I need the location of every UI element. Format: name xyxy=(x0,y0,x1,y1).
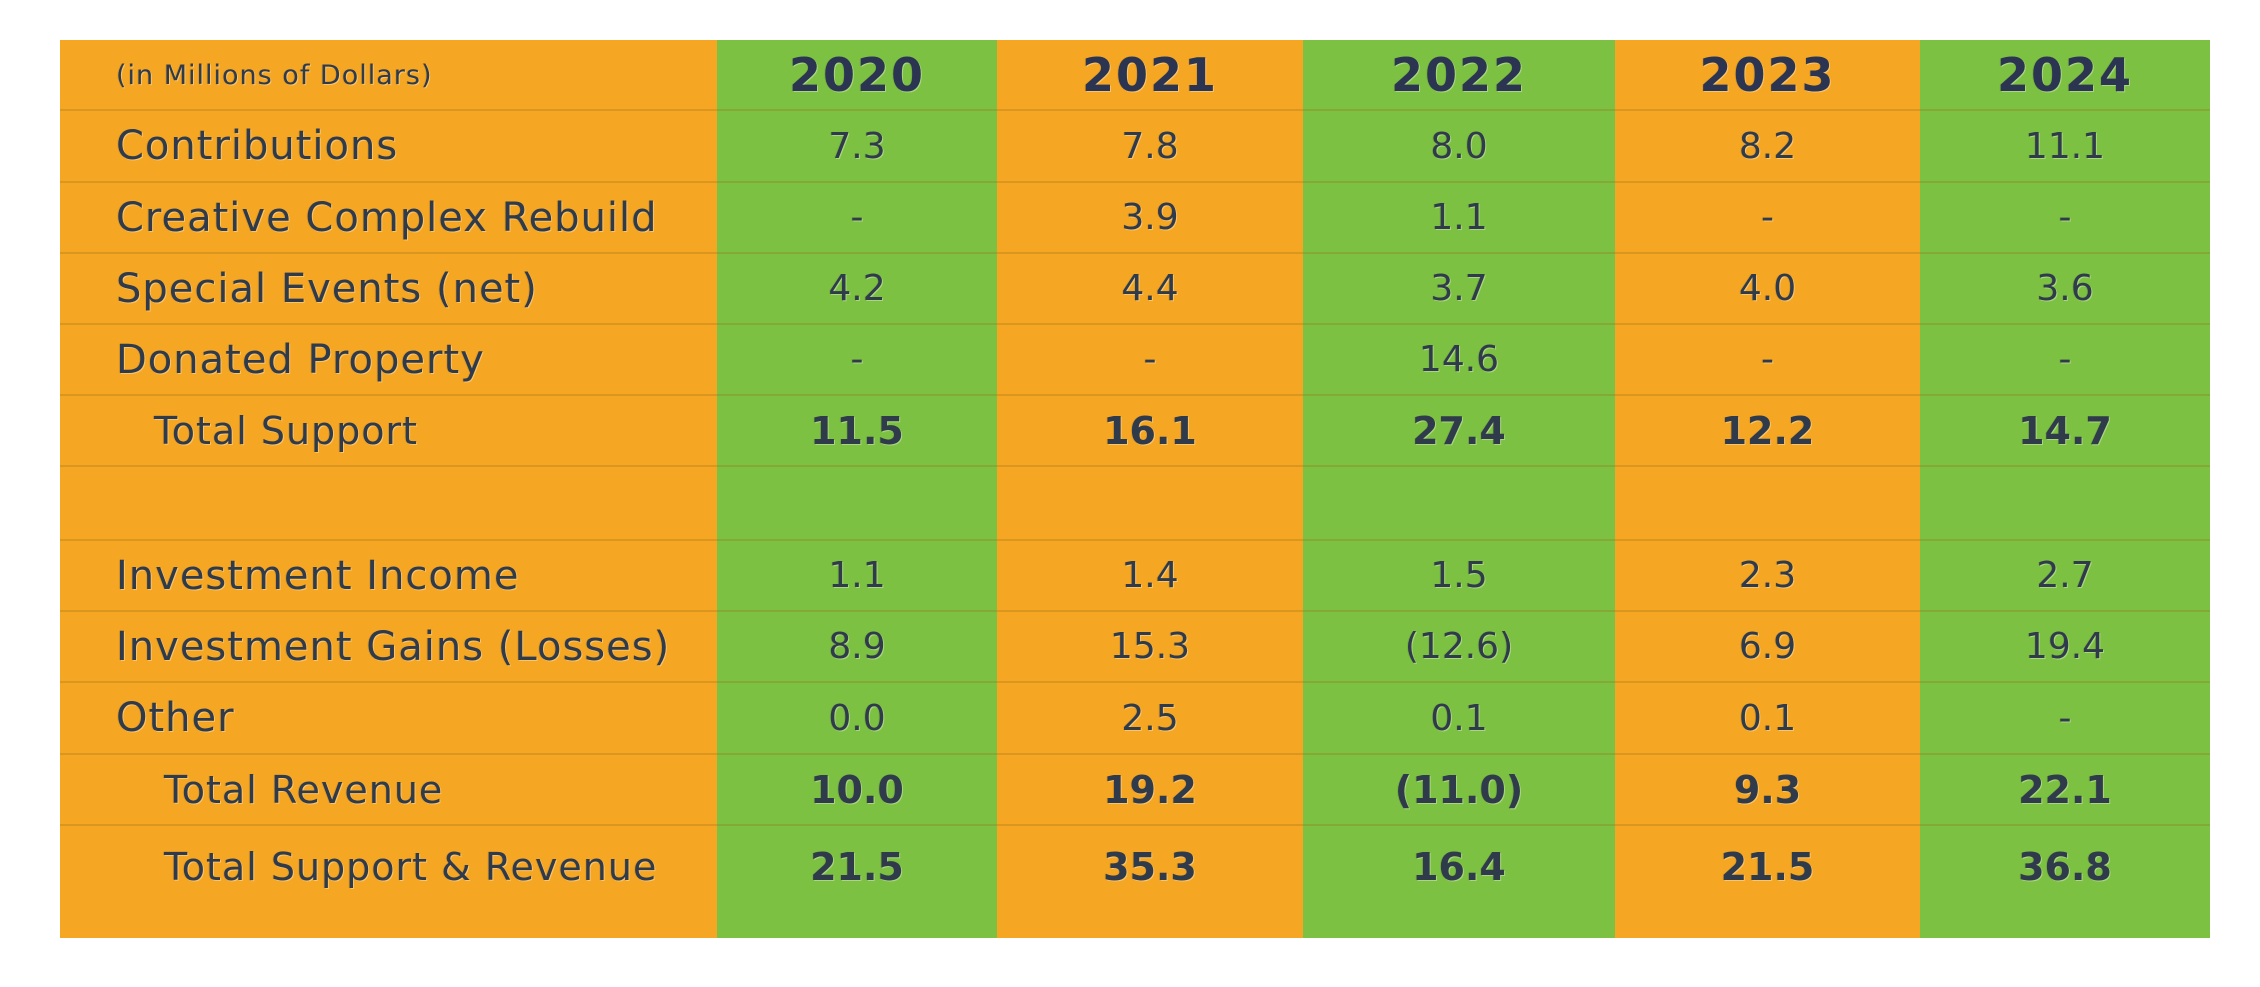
total-value-cell: 21.5 xyxy=(810,844,904,889)
total-value-cell: 16.1 xyxy=(1103,408,1197,453)
year-column-band xyxy=(717,40,997,938)
value-cell: 3.6 xyxy=(2036,268,2094,309)
row-divider xyxy=(60,465,2210,467)
row-divider xyxy=(60,252,2210,254)
row-label: Contributions xyxy=(116,123,399,169)
total-value-cell: 9.3 xyxy=(1733,767,1802,812)
value-cell: 8.0 xyxy=(1430,125,1488,167)
row-divider xyxy=(60,323,2210,325)
row-divider xyxy=(60,753,2210,755)
value-cell: 2.3 xyxy=(1738,555,1797,596)
total-value-cell: 16.4 xyxy=(1412,844,1506,889)
value-cell: 8.2 xyxy=(1738,125,1797,167)
total-value-cell: 12.2 xyxy=(1720,408,1815,453)
year-column-band xyxy=(1615,40,1920,938)
spacer-label xyxy=(116,466,716,540)
row-divider xyxy=(60,539,2210,541)
total-value-cell: 27.4 xyxy=(1412,408,1506,453)
year-header-2020: 2020 xyxy=(788,48,926,102)
value-cell: 15.3 xyxy=(1109,626,1191,667)
unit-note: (in Millions of Dollars) xyxy=(116,59,433,91)
row-label: Total Revenue xyxy=(164,767,444,812)
value-cell: 0.1 xyxy=(1738,697,1797,739)
value-cell: 1.5 xyxy=(1430,555,1488,596)
value-cell: 4.2 xyxy=(828,268,886,309)
value-cell: (12.6) xyxy=(1404,626,1514,667)
total-value-cell: 36.8 xyxy=(2018,844,2112,889)
value-cell: 3.7 xyxy=(1430,268,1488,309)
year-header-2021: 2021 xyxy=(1081,48,1219,102)
row-label: Total Support xyxy=(154,408,419,453)
total-value-cell: 11.5 xyxy=(810,408,904,453)
row-divider xyxy=(60,824,2210,826)
value-cell: - xyxy=(850,197,864,238)
row-label: Creative Complex Rebuild xyxy=(116,194,658,241)
value-cell: 2.5 xyxy=(1121,697,1179,739)
row-divider xyxy=(60,394,2210,396)
total-value-cell: (11.0) xyxy=(1394,767,1524,812)
year-column-band xyxy=(1920,40,2210,938)
row-label: Donated Property xyxy=(116,336,485,383)
value-cell: - xyxy=(2058,197,2072,238)
value-cell xyxy=(1303,466,1615,540)
row-label: Investment Income xyxy=(116,552,520,599)
value-cell: 4.0 xyxy=(1738,268,1797,309)
row-divider xyxy=(60,610,2210,612)
label-column-band xyxy=(60,40,717,938)
value-cell: - xyxy=(850,339,864,380)
value-cell: - xyxy=(2058,339,2072,380)
year-header-2022: 2022 xyxy=(1390,48,1528,102)
value-cell xyxy=(1920,466,2210,540)
year-column-band xyxy=(997,40,1303,938)
value-cell: 3.9 xyxy=(1121,197,1179,238)
value-cell: 14.6 xyxy=(1418,339,1500,380)
total-value-cell: 22.1 xyxy=(2018,767,2112,812)
total-value-cell: 19.2 xyxy=(1103,767,1197,812)
row-label: Total Support & Revenue xyxy=(164,844,658,889)
row-divider xyxy=(60,109,2210,111)
value-cell: 4.4 xyxy=(1121,268,1179,309)
value-cell: 6.9 xyxy=(1738,626,1797,667)
value-cell: 11.1 xyxy=(2024,125,2106,167)
row-label: Investment Gains (Losses) xyxy=(116,623,671,670)
value-cell xyxy=(997,466,1303,540)
value-cell: 1.1 xyxy=(828,555,886,596)
value-cell: 19.4 xyxy=(2024,626,2106,667)
value-cell: 0.1 xyxy=(1430,697,1488,739)
total-value-cell: 10.0 xyxy=(810,767,904,812)
value-cell: - xyxy=(1143,339,1157,380)
value-cell: 2.7 xyxy=(2036,555,2094,596)
value-cell: - xyxy=(1761,197,1774,238)
row-divider xyxy=(60,181,2210,183)
value-cell: 0.0 xyxy=(828,697,886,739)
year-header-2024: 2024 xyxy=(1996,48,2134,102)
value-cell: - xyxy=(1761,339,1774,380)
value-cell: 1.4 xyxy=(1121,555,1179,596)
value-cell xyxy=(1615,466,1920,540)
value-cell: 7.8 xyxy=(1121,125,1179,167)
row-label: Special Events (net) xyxy=(116,265,538,312)
financial-table: (in Millions of Dollars) 2020 2021 2022 2023… xyxy=(60,40,2210,938)
value-cell: 8.9 xyxy=(828,626,886,667)
year-column-band xyxy=(1303,40,1615,938)
row-divider xyxy=(60,681,2210,683)
value-cell xyxy=(717,466,997,540)
total-value-cell: 35.3 xyxy=(1103,844,1197,889)
value-cell: - xyxy=(2058,697,2072,739)
row-label: Other xyxy=(116,695,235,741)
year-header-2023: 2023 xyxy=(1699,48,1836,102)
total-value-cell: 21.5 xyxy=(1720,844,1815,889)
value-cell: 1.1 xyxy=(1430,197,1488,238)
total-value-cell: 14.7 xyxy=(2018,408,2112,453)
value-cell: 7.3 xyxy=(828,125,886,167)
